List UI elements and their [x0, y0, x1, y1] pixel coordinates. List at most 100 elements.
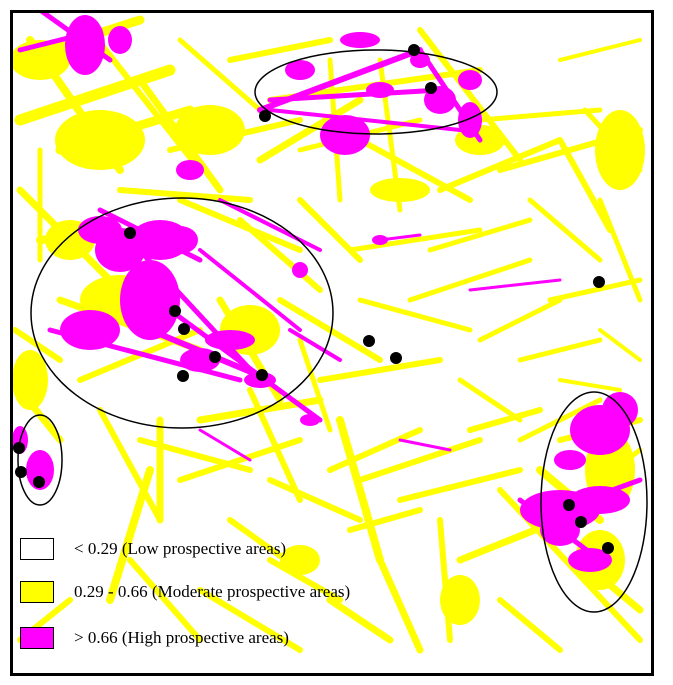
legend-label-moderate: 0.29 - 0.66 (Moderate prospective areas): [74, 582, 351, 601]
deposit-point: [13, 442, 25, 454]
high-zone: [60, 310, 120, 350]
moderate-lineament: [557, 137, 613, 233]
moderate-lineament: [177, 197, 303, 253]
moderate-lineament: [407, 257, 533, 303]
moderate-lineament: [97, 407, 163, 523]
moderate-lineament: [397, 467, 523, 503]
deposit-point: [178, 323, 190, 335]
deposit-point: [425, 82, 437, 94]
deposit-point: [209, 351, 221, 363]
moderate-lineament: [197, 587, 303, 653]
moderate-lineament: [598, 328, 642, 362]
high-lineament: [517, 497, 603, 563]
moderate-lineament: [14, 64, 176, 126]
high-lineament: [127, 237, 263, 383]
legend-item-low: < 0.29 (Low prospective areas): [20, 537, 286, 561]
moderate-zone: [595, 110, 645, 190]
moderate-lineament: [106, 466, 154, 604]
high-zone: [285, 60, 315, 80]
high-lineament: [39, 13, 113, 63]
high-prospectivity-zones: [13, 13, 643, 572]
moderate-lineament: [177, 437, 303, 483]
moderate-lineament: [527, 197, 603, 263]
high-lineament: [47, 327, 243, 383]
high-lineament: [198, 248, 302, 332]
moderate-lineament: [267, 477, 363, 523]
moderate-lineament: [477, 107, 603, 123]
legend-swatch-high: [20, 627, 54, 649]
moderate-lineament: [247, 387, 303, 503]
deposit-point: [602, 542, 614, 554]
moderate-lineament: [297, 337, 333, 433]
high-zone: [340, 32, 380, 48]
deposit-point: [33, 476, 45, 488]
deposit-point: [177, 370, 189, 382]
moderate-lineament: [357, 437, 483, 483]
moderate-lineament: [127, 557, 203, 643]
moderate-lineament: [558, 378, 622, 392]
moderate-lineament: [326, 596, 394, 644]
deposit-point: [169, 305, 181, 317]
deposit-point: [408, 44, 420, 56]
target-zone-ellipse: [30, 197, 334, 429]
target-zone-ellipses: [17, 49, 648, 613]
legend-item-high: > 0.66 (High prospective areas): [20, 626, 289, 650]
high-zone: [554, 450, 586, 470]
high-zone: [320, 115, 370, 155]
moderate-lineament: [357, 137, 473, 203]
legend-label-high: > 0.66 (High prospective areas): [74, 628, 289, 647]
moderate-zone: [55, 110, 145, 170]
moderate-lineament: [297, 197, 363, 263]
moderate-lineament: [427, 217, 533, 253]
moderate-lineament: [467, 407, 543, 433]
high-lineament: [268, 108, 462, 132]
high-zone: [458, 102, 482, 138]
deposit-point: [363, 335, 375, 347]
prospectivity-map-canvas: [13, 13, 648, 654]
deposit-point: [563, 499, 575, 511]
high-zone: [458, 70, 482, 90]
moderate-lineament: [177, 37, 263, 113]
prospectivity-map: [10, 10, 654, 676]
moderate-lineament: [336, 416, 384, 564]
moderate-lineament: [357, 297, 473, 333]
deposit-point: [390, 352, 402, 364]
moderate-zone: [280, 545, 320, 575]
high-lineament: [167, 307, 323, 423]
target-zone-ellipse: [254, 49, 498, 135]
deposit-point: [575, 516, 587, 528]
target-zone-ellipse: [17, 414, 63, 506]
moderate-lineament: [347, 507, 423, 533]
moderate-lineament: [517, 337, 603, 363]
moderate-lineament: [277, 297, 383, 363]
moderate-lineament: [558, 38, 642, 62]
high-lineament: [398, 438, 452, 452]
moderate-zone: [440, 575, 480, 625]
high-zone: [176, 160, 204, 180]
deposit-points: [13, 44, 614, 554]
moderate-zone: [13, 350, 48, 410]
moderate-lineament: [267, 557, 343, 603]
legend-swatch-low: [20, 538, 54, 560]
high-lineament: [527, 477, 643, 523]
high-lineament: [288, 328, 342, 362]
high-lineament: [378, 233, 422, 242]
high-lineament: [267, 87, 443, 103]
moderate-lineament: [437, 137, 563, 193]
moderate-lineament: [227, 37, 333, 63]
moderate-lineament: [317, 357, 443, 383]
high-zone: [292, 262, 308, 278]
moderate-zone: [175, 105, 245, 155]
high-zone: [26, 450, 54, 490]
legend-swatch-moderate: [20, 581, 54, 603]
moderate-zone: [370, 178, 430, 202]
high-lineament: [198, 428, 252, 462]
moderate-lineament: [497, 597, 563, 653]
moderate-lineament: [477, 297, 563, 343]
high-zone: [108, 26, 132, 54]
moderate-lineament: [256, 96, 364, 164]
moderate-lineament: [327, 427, 423, 473]
moderate-lineament: [376, 556, 424, 654]
high-zone: [568, 548, 612, 572]
high-lineament: [218, 198, 322, 252]
